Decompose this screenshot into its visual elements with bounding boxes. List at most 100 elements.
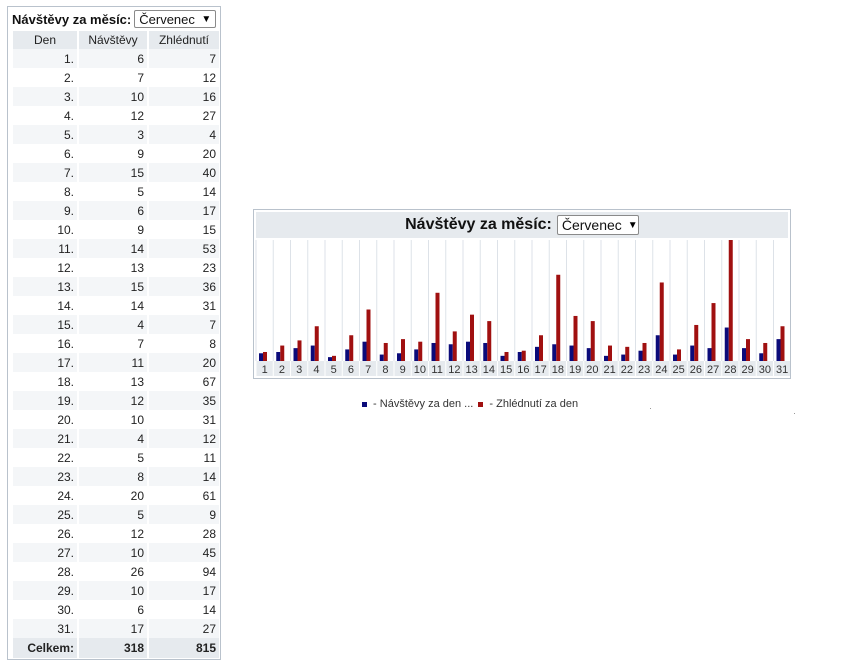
x-tick-label: 20 bbox=[586, 364, 598, 376]
x-tick-label: 14 bbox=[483, 364, 495, 376]
row-day: 3. bbox=[13, 87, 77, 106]
table-row: 29. 10 17 bbox=[13, 581, 219, 600]
chart-month-select[interactable]: Červenec ▼ bbox=[556, 215, 639, 235]
row-visits: 6 bbox=[79, 201, 147, 220]
bar-views bbox=[677, 349, 681, 361]
row-visits: 13 bbox=[79, 258, 147, 277]
table-header-row: Den Návštěvy Zhlédnutí bbox=[13, 31, 219, 49]
row-visits: 12 bbox=[79, 106, 147, 125]
x-tick-label: 1 bbox=[262, 364, 268, 376]
x-tick-label: 29 bbox=[742, 364, 754, 376]
row-views: 17 bbox=[149, 201, 219, 220]
x-tick-label: 10 bbox=[414, 364, 426, 376]
row-views: 40 bbox=[149, 163, 219, 182]
table-row: 24. 20 61 bbox=[13, 486, 219, 505]
row-visits: 15 bbox=[79, 277, 147, 296]
table-body: 1. 6 7 2. 7 12 3. 10 16 4. 12 27 5. 3 4 6. 9 20 7. 15 40 8. 5 1… bbox=[13, 49, 219, 638]
row-day: 26. bbox=[13, 524, 77, 543]
row-day: 23. bbox=[13, 467, 77, 486]
x-tick-label: 9 bbox=[400, 364, 406, 376]
table-header-label: Návštěvy za měsíc: bbox=[12, 11, 132, 27]
row-day: 21. bbox=[13, 429, 77, 448]
table-row: 27. 10 45 bbox=[13, 543, 219, 562]
table-row: 3. 10 16 bbox=[13, 87, 219, 106]
table-row: 10. 9 15 bbox=[13, 220, 219, 239]
bar-views bbox=[418, 341, 423, 361]
bar-views bbox=[263, 351, 267, 361]
x-tick-label: 6 bbox=[348, 364, 354, 376]
month-select-value: Červenec bbox=[139, 11, 195, 27]
x-tick-label: 19 bbox=[569, 364, 581, 376]
x-tick-label: 5 bbox=[331, 364, 337, 376]
row-visits: 14 bbox=[79, 239, 147, 258]
bar-visits bbox=[690, 345, 695, 361]
column-header-views: Zhlédnutí bbox=[149, 31, 219, 49]
row-visits: 10 bbox=[79, 410, 147, 429]
bar-visits bbox=[466, 341, 470, 361]
bar-views bbox=[401, 339, 405, 361]
row-visits: 14 bbox=[79, 296, 147, 315]
legend-label-views: Zhlédnutí za den bbox=[496, 398, 579, 410]
bar-views bbox=[780, 326, 785, 361]
month-select[interactable]: Červenec ▼ bbox=[134, 10, 217, 28]
row-visits: 3 bbox=[79, 125, 147, 144]
row-views: 8 bbox=[149, 334, 219, 353]
bar-visits bbox=[431, 342, 436, 361]
bar-visits bbox=[604, 355, 608, 361]
x-tick-label: 30 bbox=[759, 364, 771, 376]
table-row: 16. 7 8 bbox=[13, 334, 219, 353]
row-views: 14 bbox=[149, 467, 219, 486]
row-visits: 13 bbox=[79, 372, 147, 391]
table-row: 12. 13 23 bbox=[13, 258, 219, 277]
row-day: 15. bbox=[13, 315, 77, 334]
bar-views bbox=[625, 346, 630, 361]
row-day: 17. bbox=[13, 353, 77, 372]
column-header-day: Den bbox=[13, 31, 77, 49]
row-views: 27 bbox=[149, 106, 219, 125]
table-row: 4. 12 27 bbox=[13, 106, 219, 125]
legend-separator-visits: - bbox=[370, 398, 380, 410]
bar-views bbox=[383, 342, 388, 361]
row-day: 2. bbox=[13, 68, 77, 87]
table-row: 18. 13 67 bbox=[13, 372, 219, 391]
row-day: 20. bbox=[13, 410, 77, 429]
chart-title-bar: Návštěvy za měsíc: Červenec ▼ bbox=[256, 212, 788, 238]
row-day: 13. bbox=[13, 277, 77, 296]
row-visits: 26 bbox=[79, 562, 147, 581]
table-row: 17. 11 20 bbox=[13, 353, 219, 372]
legend-swatch-views bbox=[478, 401, 484, 407]
bar-chart: 1 2 3 4 5 6 7 8 9 10 11 12 13 14 15 16 17 18 19 20 21 22 23 24 2… bbox=[255, 240, 790, 376]
row-views: 27 bbox=[149, 619, 219, 638]
x-tick-label: 3 bbox=[296, 364, 302, 376]
table-row: 19. 12 35 bbox=[13, 391, 219, 410]
row-day: 11. bbox=[13, 239, 77, 258]
row-visits: 6 bbox=[79, 600, 147, 619]
bar-visits bbox=[397, 353, 401, 361]
row-day: 9. bbox=[13, 201, 77, 220]
bar-visits bbox=[500, 355, 505, 361]
row-views: 31 bbox=[149, 296, 219, 315]
row-views: 20 bbox=[149, 353, 219, 372]
bar-visits bbox=[293, 348, 298, 361]
row-day: 4. bbox=[13, 106, 77, 125]
row-visits: 10 bbox=[79, 581, 147, 600]
bar-views bbox=[746, 339, 750, 361]
row-views: 28 bbox=[149, 524, 219, 543]
bar-views bbox=[297, 340, 302, 361]
legend-label-visits: Návštěvy za den ... bbox=[379, 398, 474, 410]
row-visits: 7 bbox=[79, 334, 147, 353]
x-tick-label: 16 bbox=[517, 364, 529, 376]
x-tick-label: 25 bbox=[673, 364, 685, 376]
row-day: 14. bbox=[13, 296, 77, 315]
table-row: 13. 15 36 bbox=[13, 277, 219, 296]
row-visits: 9 bbox=[79, 144, 147, 163]
column-header-visits: Návštěvy bbox=[79, 31, 147, 49]
bar-views bbox=[280, 345, 285, 361]
x-tick-label: 12 bbox=[448, 364, 460, 376]
table-row: 5. 3 4 bbox=[13, 125, 219, 144]
table-row: 28. 26 94 bbox=[13, 562, 219, 581]
row-visits: 17 bbox=[79, 619, 147, 638]
table-row: 26. 12 28 bbox=[13, 524, 219, 543]
row-visits: 20 bbox=[79, 486, 147, 505]
row-views: 14 bbox=[149, 600, 219, 619]
